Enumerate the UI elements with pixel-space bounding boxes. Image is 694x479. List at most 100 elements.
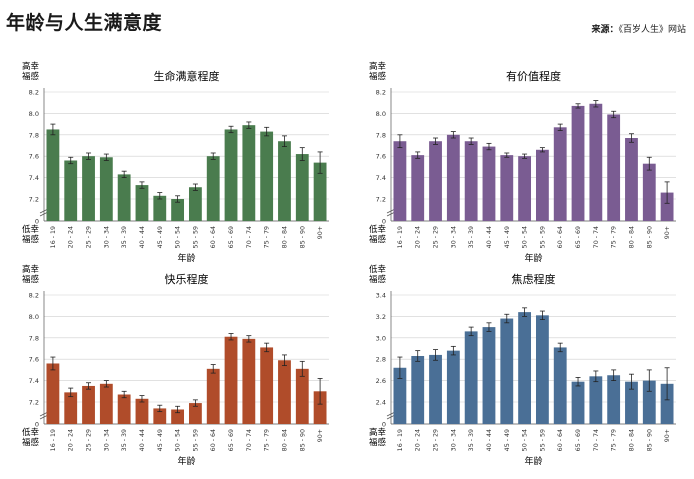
- bar-35-39: [117, 174, 131, 221]
- y-label-bottom-line1: 低幸: [369, 224, 387, 235]
- source-credit: 来源：《百岁人生》网站: [591, 22, 686, 35]
- bar-50-54: [518, 312, 532, 424]
- bar-65-69: [224, 129, 238, 221]
- bar-35-39: [464, 331, 478, 424]
- y-tick-label: 7.2: [29, 399, 39, 407]
- x-axis-title: 年龄: [177, 455, 195, 467]
- x-tick-label: 50 - 54: [175, 226, 182, 248]
- x-tick-label: 80 - 84: [281, 429, 288, 451]
- bar-50-54: [171, 409, 185, 424]
- bar-70-74: [589, 376, 603, 424]
- bar-25-29: [429, 354, 442, 424]
- bar-60-64: [206, 156, 220, 221]
- chart-title: 有价值程度: [506, 69, 561, 83]
- y-tick-label: 7.6: [376, 153, 386, 161]
- x-tick-label: 40 - 44: [486, 226, 493, 248]
- chart-title: 生命满意程度: [154, 69, 220, 83]
- bar-80-84: [625, 138, 638, 221]
- y-tick-label: 2.6: [376, 377, 386, 385]
- x-tick-label: 40 - 44: [139, 226, 146, 248]
- y-label-bottom-line1: 低幸: [22, 427, 40, 438]
- bar-50-54: [171, 199, 185, 221]
- x-axis-title: 年龄: [524, 455, 542, 467]
- y-tick-label: 3.4: [376, 292, 386, 300]
- y-tick-label: 7.8: [376, 131, 386, 139]
- x-tick-label: 45 - 49: [157, 429, 164, 451]
- x-tick-label: 70 - 74: [246, 429, 253, 451]
- x-tick-label: 25 - 29: [86, 429, 93, 451]
- x-tick-label: 60 - 64: [557, 226, 564, 248]
- bar-55-59: [535, 315, 549, 424]
- bar-25-29: [82, 156, 95, 221]
- bar-30-34: [446, 350, 460, 424]
- bar-55-59: [535, 149, 549, 221]
- y-tick-label: 7.6: [29, 356, 39, 364]
- x-tick-label: 90+: [317, 226, 324, 239]
- y-tick-label: 2.4: [376, 399, 386, 407]
- bar-70-74: [242, 125, 256, 221]
- bar-40-44: [482, 146, 496, 221]
- bar-75-79: [260, 131, 274, 221]
- x-tick-label: 30 - 34: [103, 429, 110, 451]
- y-tick-label: 3.0: [376, 334, 386, 342]
- bar-30-34: [99, 157, 113, 221]
- x-tick-label: 65 - 69: [228, 429, 235, 451]
- x-tick-label: 65 - 69: [575, 226, 582, 248]
- bar-40-44: [482, 327, 496, 424]
- y-label-bottom-line2: 福感: [369, 437, 387, 448]
- x-tick-label: 55 - 59: [539, 429, 546, 451]
- bar-16-19: [393, 367, 407, 424]
- x-tick-label: 60 - 64: [557, 429, 564, 451]
- bar-90+: [313, 391, 327, 424]
- x-tick-label: 90+: [664, 429, 671, 442]
- chart-title: 焦虑程度: [512, 272, 556, 286]
- bar-55-59: [188, 403, 202, 424]
- bar-90+: [313, 162, 327, 221]
- x-tick-label: 55 - 59: [192, 226, 199, 248]
- bar-20-24: [64, 392, 78, 424]
- bar-85-90: [295, 368, 309, 424]
- y-label-bottom-line1: 高幸: [369, 427, 387, 438]
- x-tick-label: 30 - 34: [103, 226, 110, 248]
- x-tick-label: 20 - 24: [68, 429, 75, 451]
- x-tick-label: 35 - 39: [468, 226, 475, 248]
- bar-90+: [660, 383, 674, 424]
- bar-60-64: [553, 127, 567, 221]
- y-tick-label: 7.2: [376, 196, 386, 204]
- y-tick-label: 7.2: [29, 196, 39, 204]
- y-tick-label: 3.2: [376, 313, 386, 321]
- bar-75-79: [607, 114, 621, 221]
- bar-60-64: [553, 347, 567, 424]
- x-tick-label: 20 - 24: [415, 226, 422, 248]
- y-label-top-line1: 低幸: [369, 264, 387, 275]
- x-tick-label: 35 - 39: [121, 429, 128, 451]
- x-tick-label: 16 - 19: [50, 429, 57, 451]
- bar-90+: [660, 192, 674, 221]
- y-tick-label: 8.2: [29, 292, 39, 300]
- bar-45-49: [500, 155, 514, 221]
- bar-45-49: [153, 408, 167, 424]
- x-tick-label: 60 - 64: [210, 226, 217, 248]
- y-tick-label: 7.4: [29, 174, 39, 182]
- y-tick-label: 2.8: [376, 356, 386, 364]
- x-tick-label: 40 - 44: [486, 429, 493, 451]
- x-tick-label: 70 - 74: [593, 226, 600, 248]
- x-tick-label: 85 - 90: [646, 429, 653, 451]
- x-tick-label: 55 - 59: [539, 226, 546, 248]
- y-label-bottom-line2: 福感: [22, 437, 40, 448]
- y-label-bottom-line2: 福感: [369, 234, 387, 245]
- x-tick-label: 25 - 29: [433, 226, 440, 248]
- x-tick-label: 75 - 79: [611, 226, 618, 248]
- x-tick-label: 20 - 24: [415, 429, 422, 451]
- bar-60-64: [206, 368, 220, 424]
- bar-20-24: [64, 160, 78, 221]
- bar-20-24: [411, 355, 425, 424]
- x-tick-label: 80 - 84: [281, 226, 288, 248]
- y-label-top-line2: 福感: [369, 274, 387, 285]
- bar-45-49: [153, 195, 167, 221]
- x-tick-label: 25 - 29: [86, 226, 93, 248]
- x-tick-label: 70 - 74: [593, 429, 600, 451]
- bar-85-90: [642, 380, 656, 424]
- y-tick-label: 8.2: [29, 89, 39, 97]
